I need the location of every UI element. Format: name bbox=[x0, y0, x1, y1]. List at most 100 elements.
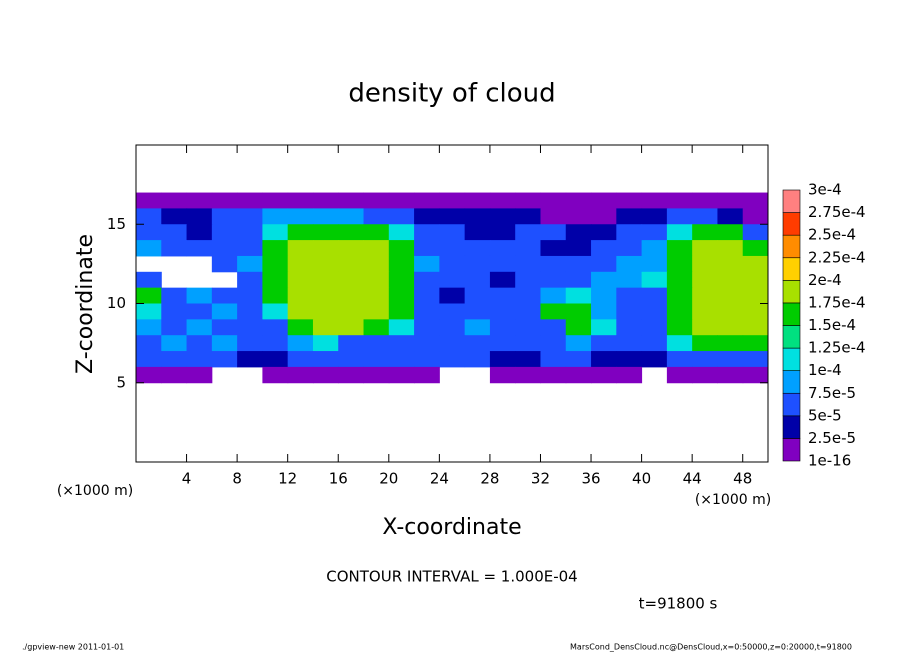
cell bbox=[464, 351, 491, 368]
cell bbox=[161, 208, 188, 225]
cell bbox=[161, 351, 188, 368]
cell bbox=[515, 366, 541, 384]
cell bbox=[363, 303, 390, 320]
cell bbox=[692, 335, 718, 352]
cell bbox=[666, 255, 693, 273]
colorbar-box bbox=[782, 438, 801, 462]
cell bbox=[666, 303, 693, 320]
cell bbox=[439, 303, 466, 320]
axes: 4 8 12 16 20 24 28 32 36 40 44 48510151e-162.5e-55e… bbox=[107, 144, 866, 488]
cell bbox=[540, 192, 567, 209]
x-tick-label: 48 bbox=[733, 470, 752, 488]
cell bbox=[540, 208, 567, 225]
cell bbox=[237, 240, 263, 257]
cell bbox=[414, 240, 440, 257]
cell bbox=[136, 208, 162, 225]
cell bbox=[641, 287, 668, 304]
cell bbox=[591, 303, 617, 320]
cell bbox=[616, 287, 643, 304]
colorbar-label: 1.75e-4 bbox=[808, 293, 866, 311]
cell bbox=[591, 366, 617, 384]
cell bbox=[565, 366, 592, 384]
cell bbox=[262, 271, 289, 289]
cell bbox=[540, 335, 567, 352]
cell bbox=[464, 319, 491, 336]
cell bbox=[439, 224, 466, 241]
cell bbox=[338, 351, 365, 368]
cell bbox=[540, 351, 567, 368]
time-label: t=91800 s bbox=[639, 595, 718, 613]
cell bbox=[136, 351, 162, 368]
colorbar-label: 2.5e-4 bbox=[808, 226, 856, 244]
colorbar-label: 1e-4 bbox=[808, 361, 842, 379]
cell bbox=[692, 192, 718, 209]
cell bbox=[388, 366, 415, 384]
x-tick-label: 32 bbox=[531, 470, 550, 488]
cell bbox=[312, 224, 339, 241]
cell bbox=[616, 240, 643, 257]
cell bbox=[565, 240, 592, 257]
cell bbox=[211, 287, 238, 304]
cell bbox=[666, 192, 693, 209]
heatmap bbox=[136, 192, 769, 384]
cell bbox=[464, 192, 491, 209]
cell bbox=[338, 287, 365, 304]
cell bbox=[211, 303, 238, 320]
cell bbox=[388, 224, 415, 241]
cell bbox=[666, 335, 693, 352]
cell bbox=[489, 192, 516, 209]
cell bbox=[489, 224, 516, 241]
cell bbox=[616, 208, 643, 225]
cell bbox=[262, 208, 289, 225]
cell bbox=[616, 335, 643, 352]
cell bbox=[717, 224, 744, 241]
cell bbox=[717, 208, 744, 225]
colorbar-box bbox=[782, 392, 801, 417]
x-tick-label: 12 bbox=[278, 470, 297, 488]
x-tick-label: 16 bbox=[329, 470, 348, 488]
cell bbox=[666, 208, 693, 225]
cell bbox=[312, 319, 339, 336]
cell bbox=[338, 255, 365, 273]
colorbar-box bbox=[782, 302, 801, 326]
cell bbox=[616, 319, 643, 336]
cell bbox=[717, 240, 744, 257]
chart-title: density of cloud bbox=[348, 79, 555, 109]
cell bbox=[338, 271, 365, 289]
cell bbox=[414, 351, 440, 368]
cell bbox=[489, 240, 516, 257]
cell bbox=[338, 303, 365, 320]
cell bbox=[439, 208, 466, 225]
cell bbox=[262, 335, 289, 352]
cell bbox=[161, 335, 188, 352]
cell bbox=[591, 351, 617, 368]
colorbar-box bbox=[782, 280, 801, 304]
colorbar-label: 5e-5 bbox=[808, 406, 842, 424]
cell bbox=[565, 224, 592, 241]
cell bbox=[489, 255, 516, 273]
cell bbox=[666, 319, 693, 336]
cell bbox=[388, 303, 415, 320]
cell bbox=[515, 208, 541, 225]
cell bbox=[515, 224, 541, 241]
cell bbox=[439, 271, 466, 289]
y-tick-label: 5 bbox=[116, 373, 126, 391]
cell bbox=[742, 366, 769, 384]
cell bbox=[363, 366, 390, 384]
cell bbox=[211, 192, 238, 209]
colorbar-box bbox=[782, 257, 801, 281]
cell bbox=[742, 271, 769, 289]
cell bbox=[211, 351, 238, 368]
cell bbox=[439, 319, 466, 336]
cell bbox=[262, 319, 289, 336]
cell bbox=[237, 287, 263, 304]
cell bbox=[136, 335, 162, 352]
cell bbox=[363, 335, 390, 352]
cell bbox=[742, 255, 769, 273]
cell bbox=[439, 255, 466, 273]
cell bbox=[489, 303, 516, 320]
cell bbox=[312, 192, 339, 209]
cell bbox=[742, 192, 769, 209]
cell bbox=[489, 271, 516, 289]
cell bbox=[388, 255, 415, 273]
